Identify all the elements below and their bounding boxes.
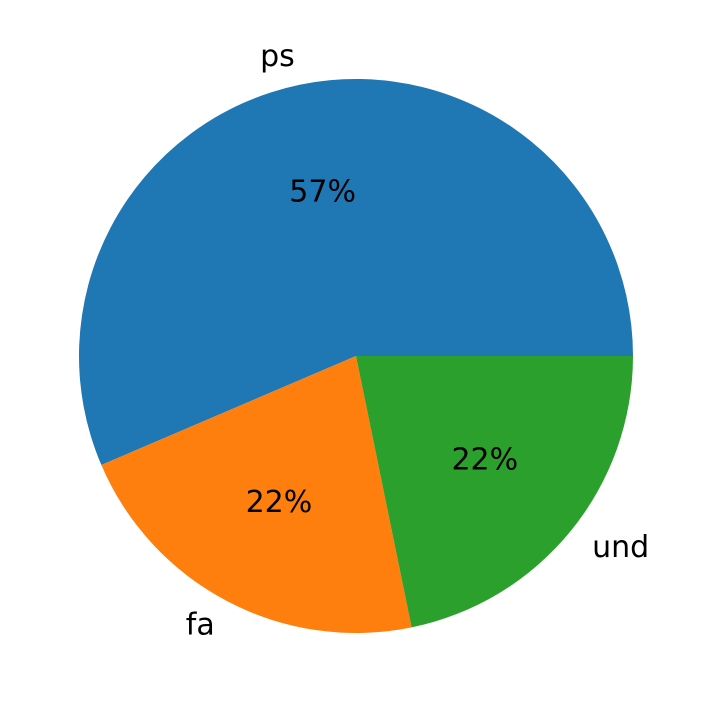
percent-label: 57% — [289, 175, 356, 210]
slice-label: und — [592, 530, 649, 565]
slice-label: fa — [186, 607, 215, 642]
pie-slice — [78, 78, 634, 465]
percent-label: 22% — [451, 443, 518, 478]
pie-slice — [356, 356, 633, 628]
percent-label: 22% — [246, 485, 313, 520]
slice-label: ps — [260, 39, 295, 74]
pie-slice — [101, 356, 412, 633]
